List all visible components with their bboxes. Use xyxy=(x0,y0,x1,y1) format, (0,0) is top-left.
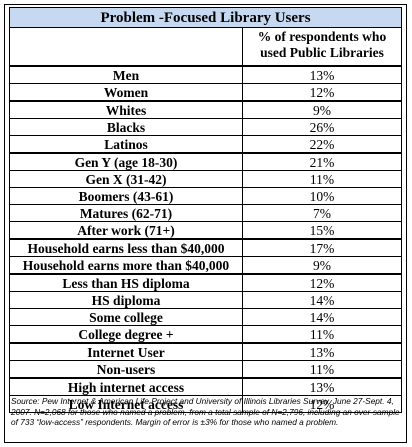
row-label: Whites xyxy=(9,100,243,119)
row-label: After work (71+) xyxy=(9,221,243,240)
header-label-cell xyxy=(9,27,243,67)
row-label: Low Internet access xyxy=(9,395,243,413)
table-row: Men 13% xyxy=(9,65,402,84)
table-title: Problem -Focused Library Users xyxy=(9,7,402,28)
row-label: Women xyxy=(9,83,243,102)
table-row: Household earns more than $40,000 9% xyxy=(9,256,402,275)
table-row: Non-users 11% xyxy=(9,360,402,379)
table-title-row: Problem -Focused Library Users xyxy=(9,7,402,28)
table-row: Gen Y (age 18-30) 21% xyxy=(9,152,402,171)
row-value: 21% xyxy=(242,152,402,171)
row-value: 13% xyxy=(242,65,402,84)
row-label: Blacks xyxy=(9,118,243,136)
row-value: 11% xyxy=(242,360,402,379)
row-value: 13% xyxy=(242,377,402,396)
row-value: 17% xyxy=(242,238,402,257)
row-label: Internet User xyxy=(9,342,243,361)
row-value: 26% xyxy=(242,118,402,136)
table-row: Latinos 22% xyxy=(9,135,402,154)
row-value: 15% xyxy=(242,221,402,240)
table-row: Less than HS diploma 12% xyxy=(9,273,402,292)
row-value: 11% xyxy=(242,170,402,188)
table-row: After work (71+) 15% xyxy=(9,221,402,240)
row-value: 12% xyxy=(242,273,402,292)
row-value: 22% xyxy=(242,135,402,154)
table-row: Boomers (43-61) 10% xyxy=(9,187,402,205)
document-frame: Problem -Focused Library Users % of resp… xyxy=(4,4,407,443)
row-label: Household earns more than $40,000 xyxy=(9,256,243,275)
row-label: Latinos xyxy=(9,135,243,154)
row-label: Gen X (31-42) xyxy=(9,170,243,188)
row-label: Some college xyxy=(9,308,243,326)
row-label: Non-users xyxy=(9,360,243,379)
row-value: 13% xyxy=(242,342,402,361)
row-label: Men xyxy=(9,65,243,84)
table-row: Household earns less than $40,000 17% xyxy=(9,238,402,257)
row-value: 7% xyxy=(242,204,402,222)
row-value: 12% xyxy=(242,83,402,102)
row-label: College degree + xyxy=(9,325,243,344)
row-label: Boomers (43-61) xyxy=(9,187,243,205)
source-note: Source: Pew Internet & American Life Pro… xyxy=(11,396,400,427)
table-row: Whites 9% xyxy=(9,100,402,119)
row-label: Matures (62-71) xyxy=(9,204,243,222)
table-row: High internet access 13% xyxy=(9,377,402,396)
table-row: Internet User 13% xyxy=(9,342,402,361)
table-row: Some college 14% xyxy=(9,308,402,326)
row-label: Less than HS diploma xyxy=(9,273,243,292)
table-row: Gen X (31-42) 11% xyxy=(9,170,402,188)
header-value-cell: % of respondents who used Public Librari… xyxy=(242,27,402,67)
table-row: Low Internet access 12% xyxy=(9,395,402,413)
row-value: 9% xyxy=(242,256,402,275)
table-row: Women 12% xyxy=(9,83,402,102)
library-users-table: Problem -Focused Library Users % of resp… xyxy=(9,7,402,413)
table-row: HS diploma 14% xyxy=(9,291,402,309)
row-value: 9% xyxy=(242,100,402,119)
row-value: 12% xyxy=(242,395,402,413)
row-value: 11% xyxy=(242,325,402,344)
row-value: 14% xyxy=(242,308,402,326)
table-row: Matures (62-71) 7% xyxy=(9,204,402,222)
row-value: 14% xyxy=(242,291,402,309)
table-row: Blacks 26% xyxy=(9,118,402,136)
table-header-row: % of respondents who used Public Librari… xyxy=(9,27,402,67)
row-label: Household earns less than $40,000 xyxy=(9,238,243,257)
table-body: Problem -Focused Library Users % of resp… xyxy=(9,7,402,413)
row-label: High internet access xyxy=(9,377,243,396)
table-row: College degree +11% xyxy=(9,325,402,344)
row-label: HS diploma xyxy=(9,291,243,309)
row-label: Gen Y (age 18-30) xyxy=(9,152,243,171)
row-value: 10% xyxy=(242,187,402,205)
